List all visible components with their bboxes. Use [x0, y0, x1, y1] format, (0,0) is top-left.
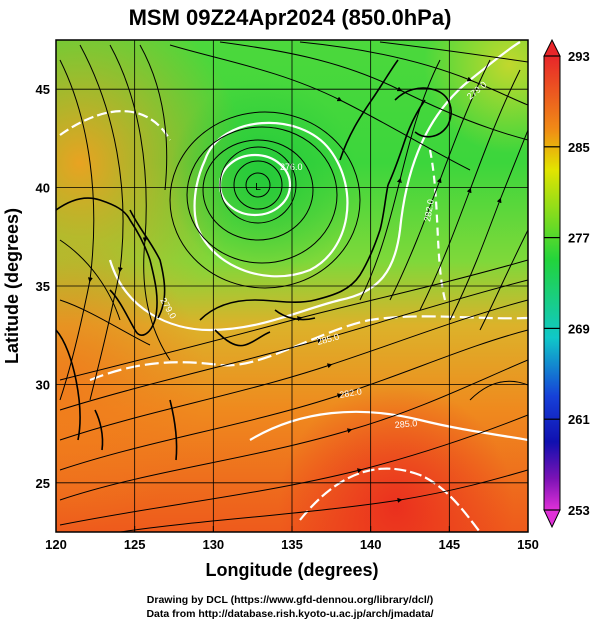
colorbar-bottom-arrow: [543, 509, 561, 529]
y-axis-ticks: 25 30 35 40 45: [36, 82, 50, 491]
colorbar-label: 261: [568, 412, 590, 427]
y-tick-label: 45: [36, 82, 50, 97]
x-tick-label: 140: [360, 537, 382, 552]
y-axis-title: Latitude (degrees): [2, 208, 22, 364]
contour-label: 282.0: [339, 386, 363, 400]
x-tick-label: 135: [281, 537, 303, 552]
contour-label: 285.0: [394, 418, 417, 430]
credit-data: Data from http://database.rish.kyoto-u.a…: [146, 608, 433, 620]
colorbar-top-arrow: [543, 38, 561, 57]
colorbar-scale: [543, 55, 561, 511]
colorbar-label: 253: [568, 503, 590, 518]
x-tick-label: 145: [438, 537, 460, 552]
contour-label: 276.0: [280, 162, 303, 172]
colorbar-label: 285: [568, 140, 590, 155]
y-tick-label: 40: [36, 181, 50, 196]
graticule: [56, 40, 528, 532]
y-tick-label: 25: [36, 476, 50, 491]
x-axis-title: Longitude (degrees): [205, 560, 378, 580]
y-tick-label: 35: [36, 279, 50, 294]
contour-label: 282.0: [422, 198, 436, 222]
x-tick-label: 150: [517, 537, 539, 552]
x-tick-label: 125: [124, 537, 146, 552]
credit-drawing: Drawing by DCL (https://www.gfd-dennou.o…: [147, 594, 433, 606]
y-tick-label: 30: [36, 377, 50, 392]
colorbar-label: 269: [568, 321, 590, 336]
map-plot-area: L 285.0 282.0 279.0 276.0 279.0 282.0 28…: [55, 39, 529, 533]
x-tick-label: 130: [202, 537, 224, 552]
x-tick-label: 120: [45, 537, 67, 552]
chart-title: MSM 09Z24Apr2024 (850.0hPa): [129, 5, 452, 30]
colorbar-label: 277: [568, 231, 590, 246]
x-axis-ticks: 120 125 130 135 140 145 150: [45, 526, 539, 552]
colorbar-label: 293: [568, 49, 590, 64]
colorbar: 293 285 277 269 261 253: [543, 38, 590, 529]
